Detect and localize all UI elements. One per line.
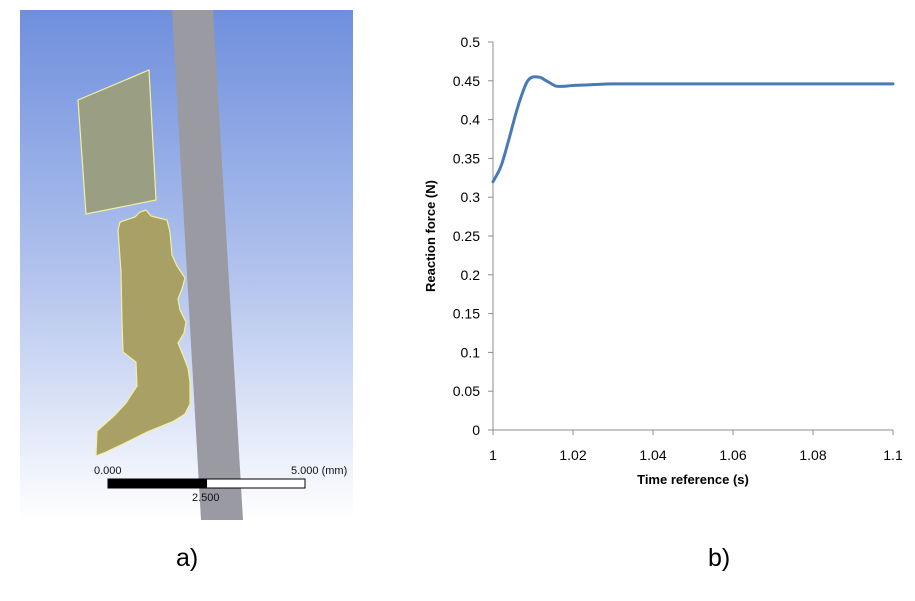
x-tick-label: 1.02	[559, 447, 586, 463]
y-tick-label: 0.3	[461, 189, 481, 205]
x-tick-label: 1.08	[799, 447, 826, 463]
x-axis-title: Time reference (s)	[637, 472, 749, 487]
y-tick-label: 0	[472, 422, 480, 438]
caption-a: a)	[176, 544, 199, 572]
lower-part	[95, 209, 191, 457]
y-tick-label: 0.5	[461, 34, 481, 50]
y-tick-label: 0.25	[453, 228, 480, 244]
y-tick-label: 0.2	[461, 267, 481, 283]
panel-a: 0.000 5.000 (mm) 2.500 a)	[0, 0, 380, 596]
y-tick-label: 0.15	[453, 306, 480, 322]
x-tick-label: 1.06	[719, 447, 746, 463]
y-tick-label: 0.4	[461, 112, 481, 128]
geometry-view: 0.000 5.000 (mm) 2.500	[20, 10, 353, 520]
series-line	[491, 75, 895, 184]
scale-label-mid: 2.500	[192, 492, 220, 504]
x-tick-label: 1.04	[639, 447, 666, 463]
reaction-force-chart: 0 0.05 0.1 0.15 0.2 0.25 0.3 0.35 0.4 0.45 0.5 1 1.…	[423, 34, 903, 487]
upper-part	[77, 69, 157, 215]
y-tick-label: 0.35	[453, 150, 480, 166]
y-axis-ticks: 0 0.05 0.1 0.15 0.2 0.25 0.3 0.35 0.4 0.45 0.5	[453, 34, 493, 438]
panel-b: 0 0.05 0.1 0.15 0.2 0.25 0.3 0.35 0.4 0.45 0.5 1 1.…	[380, 0, 915, 596]
scale-label-end: 5.000 (mm)	[291, 465, 347, 477]
x-axis-ticks: 1 1.02 1.04 1.06 1.08 1.1	[489, 430, 903, 463]
y-axis-title: Reaction force (N)	[423, 180, 438, 292]
scale-label-start: 0.000	[94, 465, 122, 477]
y-tick-label: 0.1	[461, 344, 481, 360]
scale-bar: 0.000 5.000 (mm) 2.500	[94, 465, 347, 504]
x-tick-label: 1.1	[883, 447, 903, 463]
tool-strip	[172, 10, 243, 520]
y-tick-label: 0.05	[453, 383, 480, 399]
y-tick-label: 0.45	[453, 73, 480, 89]
scale-bar-filled	[108, 479, 207, 488]
caption-b: b)	[708, 544, 731, 572]
x-tick-label: 1	[489, 447, 497, 463]
